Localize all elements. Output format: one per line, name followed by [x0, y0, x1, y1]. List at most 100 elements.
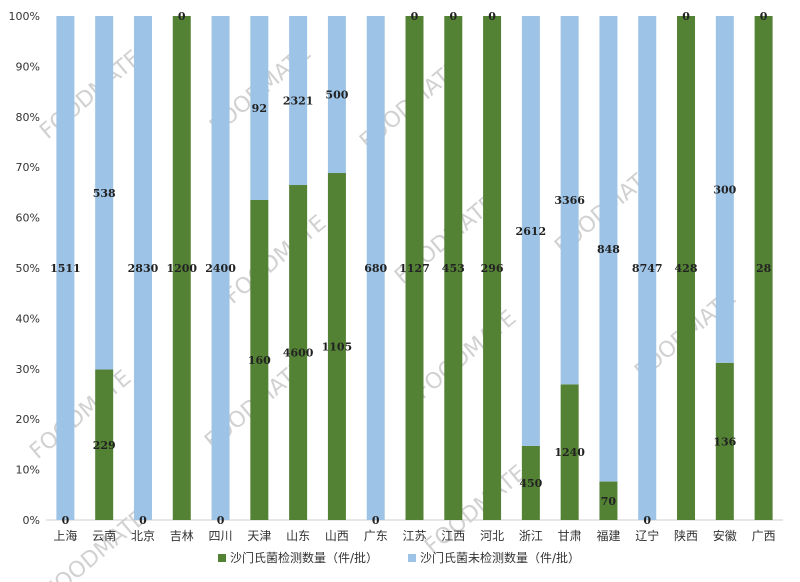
x-tick-label: 上海: [53, 528, 77, 543]
legend: 沙门氏菌检测数量（件/批） 沙门氏菌未检测数量（件/批）: [218, 550, 580, 565]
y-tick-label: 10%: [16, 464, 40, 477]
bar-undetected-天津: [250, 16, 269, 200]
x-tick-label: 江苏: [402, 529, 426, 543]
y-tick-label: 20%: [16, 413, 40, 426]
y-tick-label: 30%: [16, 363, 40, 376]
data-label-detected: 160: [248, 354, 271, 367]
bar-detected-吉林: [172, 16, 191, 520]
data-label-undetected: 1511: [50, 262, 81, 275]
bar-detected-江苏: [405, 16, 424, 520]
data-label-detected: 0: [62, 514, 70, 527]
data-label-undetected: 2400: [205, 262, 236, 275]
bar-detected-陕西: [677, 16, 696, 520]
data-label-undetected: 538: [93, 187, 116, 200]
x-axis: 上海 云南 北京 吉林 四川 天津 山东 山西 广东 江苏 江西 河北 浙江 甘肃 福建 辽宁 陕西 安徽 广西: [53, 528, 775, 543]
data-label-undetected: 2830: [128, 262, 159, 275]
watermark-6: FOODMATE: [410, 306, 521, 405]
y-tick-label: 80%: [16, 111, 40, 124]
watermark-0: FOODMATE: [35, 46, 146, 145]
data-label-undetected: 848: [597, 243, 620, 256]
watermark-7: FOODMATE: [25, 366, 136, 465]
bar-detected-河北: [483, 16, 502, 520]
data-label-detected: 229: [93, 439, 116, 452]
y-tick-label: 60%: [16, 212, 40, 225]
data-label-undetected: 0: [449, 10, 457, 23]
bar-undetected-上海: [56, 16, 75, 520]
x-tick-label: 山西: [325, 529, 349, 543]
data-label-undetected: 0: [411, 10, 419, 23]
data-label-detected: 1240: [554, 446, 585, 459]
bar-undetected-山西: [327, 16, 346, 174]
data-label-undetected: 500: [325, 89, 348, 102]
y-tick-label: 50%: [16, 262, 40, 275]
x-tick-label: 云南: [92, 528, 116, 543]
data-label-undetected: 8747: [632, 262, 663, 275]
x-tick-label: 广西: [752, 529, 776, 543]
bar-detected-甘肃: [560, 384, 579, 520]
bar-detected-天津: [250, 200, 269, 520]
watermark-9: FOODMATE: [420, 461, 531, 560]
bar-undetected-福建: [599, 16, 618, 482]
data-label-detected: 136: [713, 435, 736, 448]
data-labels: 0 1511 229 538 0 2830 1200 0 0 2400 160 92 4600 2321 1…: [50, 10, 772, 527]
legend-swatch-0: [218, 554, 226, 562]
x-tick-label: 四川: [209, 529, 233, 543]
bar-undetected-四川: [211, 16, 230, 520]
x-tick-label: 甘肃: [558, 529, 582, 543]
legend-label-0: 沙门氏菌检测数量（件/批）: [230, 550, 378, 565]
data-label-detected: 0: [643, 514, 651, 527]
y-tick-label: 90%: [16, 60, 40, 73]
bars: [56, 16, 773, 520]
x-tick-label: 福建: [596, 528, 620, 543]
bar-undetected-云南: [95, 16, 114, 370]
bar-undetected-甘肃: [560, 16, 579, 385]
data-label-detected: 70: [601, 495, 617, 508]
y-tick-label: 0%: [23, 514, 40, 527]
x-tick-label: 吉林: [170, 529, 194, 543]
data-label-detected: 0: [217, 514, 225, 527]
y-tick-label: 40%: [16, 312, 40, 325]
data-label-undetected: 0: [760, 10, 768, 23]
bar-detected-云南: [95, 369, 114, 520]
data-label-detected: 1105: [322, 341, 353, 354]
data-label-detected: 4600: [283, 347, 314, 360]
data-label-undetected: 300: [713, 183, 736, 196]
bar-undetected-辽宁: [638, 16, 657, 520]
legend-swatch-1: [408, 554, 416, 562]
bar-detected-山西: [327, 173, 346, 520]
bar-undetected-山东: [289, 16, 308, 186]
data-label-detected: 450: [519, 477, 542, 490]
x-tick-label: 天津: [247, 529, 271, 543]
bar-undetected-浙江: [521, 16, 540, 446]
bar-detected-福建: [599, 481, 618, 520]
bar-detected-浙江: [521, 445, 540, 520]
bar-detected-广西: [754, 16, 773, 520]
data-label-undetected: 0: [178, 10, 186, 23]
x-tick-label: 陕西: [674, 528, 698, 543]
data-label-undetected: 92: [252, 102, 267, 115]
data-label-detected: 428: [675, 262, 698, 275]
data-label-detected: 0: [139, 514, 147, 527]
y-tick-label: 100%: [9, 10, 40, 23]
legend-label-1: 沙门氏菌未检测数量（件/批）: [420, 550, 580, 565]
bar-detected-山东: [289, 185, 308, 520]
data-label-detected: 296: [481, 262, 504, 275]
data-label-undetected: 2321: [283, 95, 314, 108]
x-tick-label: 山东: [286, 529, 310, 543]
x-tick-label: 安徽: [713, 528, 737, 543]
data-label-undetected: 2612: [516, 225, 547, 238]
data-label-undetected: 0: [488, 10, 496, 23]
watermark-4: FOODMATE: [220, 211, 331, 310]
data-label-detected: 1127: [399, 262, 430, 275]
bar-detected-安徽: [715, 362, 734, 520]
data-label-undetected: 3366: [554, 194, 585, 207]
x-tick-label: 北京: [131, 529, 155, 543]
data-label-detected: 28: [756, 262, 772, 275]
x-tick-label: 河北: [480, 529, 504, 543]
x-tick-label: 江西: [441, 529, 465, 543]
x-tick-label: 浙江: [519, 529, 543, 543]
y-tick-label: 70%: [16, 161, 40, 174]
data-label-undetected: 680: [364, 262, 387, 275]
x-tick-label: 辽宁: [635, 528, 659, 543]
